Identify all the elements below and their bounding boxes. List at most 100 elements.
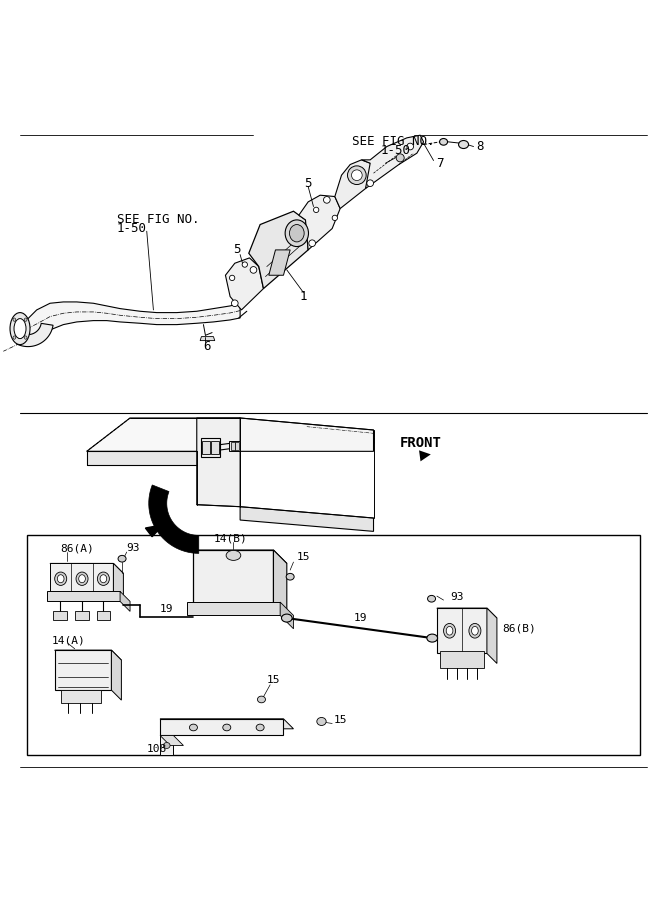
Polygon shape — [437, 608, 497, 618]
Text: FRONT: FRONT — [400, 436, 442, 450]
Ellipse shape — [407, 143, 414, 149]
Polygon shape — [299, 195, 340, 250]
Text: SEE FIG NO.: SEE FIG NO. — [117, 212, 199, 226]
Polygon shape — [201, 438, 220, 456]
Polygon shape — [160, 735, 183, 745]
Bar — [440, 652, 484, 668]
Text: 5: 5 — [233, 243, 241, 256]
Ellipse shape — [446, 626, 453, 635]
Polygon shape — [120, 591, 130, 611]
Polygon shape — [197, 418, 240, 507]
Bar — [53, 611, 67, 620]
Polygon shape — [50, 563, 123, 573]
Polygon shape — [111, 650, 121, 700]
Polygon shape — [273, 550, 287, 616]
Ellipse shape — [10, 312, 30, 345]
Ellipse shape — [24, 336, 27, 339]
Text: 8: 8 — [476, 140, 484, 153]
Polygon shape — [50, 563, 113, 593]
Text: 5: 5 — [304, 176, 312, 190]
Text: 15: 15 — [334, 716, 347, 725]
Ellipse shape — [427, 634, 438, 642]
Polygon shape — [269, 250, 290, 275]
Ellipse shape — [313, 207, 319, 212]
Ellipse shape — [367, 180, 374, 186]
Ellipse shape — [97, 572, 109, 585]
Ellipse shape — [14, 319, 26, 338]
Ellipse shape — [348, 166, 366, 184]
Polygon shape — [280, 602, 293, 629]
Text: 7: 7 — [436, 157, 444, 170]
Ellipse shape — [118, 555, 126, 562]
Text: 1-50: 1-50 — [117, 222, 147, 235]
Polygon shape — [160, 719, 283, 735]
Bar — [202, 441, 210, 454]
Polygon shape — [200, 337, 215, 340]
Ellipse shape — [257, 696, 265, 703]
Polygon shape — [160, 719, 293, 729]
Ellipse shape — [100, 575, 107, 582]
Polygon shape — [225, 258, 263, 310]
Text: 14(B): 14(B) — [213, 533, 247, 543]
Ellipse shape — [332, 215, 338, 220]
Polygon shape — [249, 212, 308, 289]
Polygon shape — [87, 451, 197, 464]
Ellipse shape — [444, 624, 456, 638]
Text: 86(A): 86(A) — [60, 543, 94, 553]
Text: 6: 6 — [203, 340, 211, 353]
Ellipse shape — [76, 572, 88, 585]
Ellipse shape — [469, 624, 481, 638]
Bar — [235, 442, 239, 450]
Polygon shape — [160, 735, 173, 755]
Ellipse shape — [323, 196, 330, 203]
Ellipse shape — [472, 626, 478, 635]
Bar — [97, 611, 110, 620]
Ellipse shape — [428, 596, 436, 602]
Polygon shape — [61, 690, 101, 704]
Polygon shape — [362, 135, 424, 188]
Text: 93: 93 — [450, 591, 464, 602]
Text: 19: 19 — [160, 604, 173, 614]
Ellipse shape — [458, 140, 468, 148]
Text: 14(A): 14(A) — [51, 635, 85, 645]
Bar — [211, 441, 219, 454]
Text: 108: 108 — [147, 743, 167, 754]
Polygon shape — [193, 550, 287, 563]
Polygon shape — [487, 608, 497, 663]
Ellipse shape — [163, 742, 170, 749]
Ellipse shape — [289, 225, 304, 242]
Ellipse shape — [250, 266, 257, 274]
Ellipse shape — [286, 573, 294, 580]
Bar — [27, 536, 640, 755]
Polygon shape — [145, 525, 163, 536]
Ellipse shape — [231, 300, 238, 307]
Ellipse shape — [79, 575, 85, 582]
Text: 15: 15 — [297, 552, 310, 562]
Bar — [47, 591, 120, 601]
Polygon shape — [240, 507, 374, 531]
Bar — [187, 602, 280, 616]
Polygon shape — [149, 485, 199, 554]
Ellipse shape — [281, 614, 292, 622]
Polygon shape — [55, 650, 111, 690]
Polygon shape — [113, 563, 123, 603]
Ellipse shape — [440, 139, 448, 145]
Ellipse shape — [24, 318, 27, 321]
Ellipse shape — [242, 262, 247, 267]
Polygon shape — [27, 302, 240, 338]
Text: 1-50: 1-50 — [380, 144, 410, 157]
Text: SEE FIG NO.: SEE FIG NO. — [352, 135, 435, 148]
Ellipse shape — [256, 724, 264, 731]
Ellipse shape — [396, 154, 404, 162]
Ellipse shape — [352, 170, 362, 181]
Polygon shape — [335, 160, 374, 209]
Ellipse shape — [285, 220, 308, 247]
Ellipse shape — [229, 275, 235, 281]
Polygon shape — [437, 608, 487, 653]
Ellipse shape — [226, 551, 241, 561]
Text: 19: 19 — [354, 613, 367, 623]
Polygon shape — [17, 323, 53, 346]
Ellipse shape — [13, 336, 16, 339]
Text: 15: 15 — [267, 675, 280, 685]
Text: 1: 1 — [299, 290, 307, 303]
